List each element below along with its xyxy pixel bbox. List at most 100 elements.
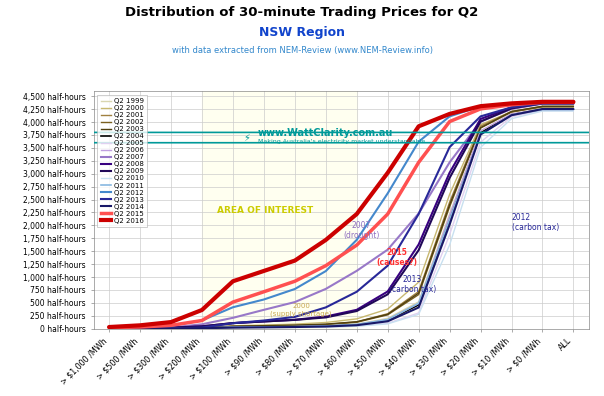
- Q2 2002: [198, 326, 205, 330]
- Q2 2000: [508, 109, 515, 114]
- Q2 2000: [446, 192, 453, 197]
- Q2 2001: [415, 289, 422, 294]
- Line: Q2 2010: Q2 2010: [109, 111, 573, 329]
- Q2 2003: [508, 109, 515, 114]
- Q2 2015: [260, 289, 268, 294]
- Q2 2014: [137, 326, 144, 331]
- Q2 1999: [291, 324, 298, 329]
- Q2 2010: [167, 326, 175, 331]
- Legend: Q2 1999, Q2 2000, Q2 2001, Q2 2002, Q2 2003, Q2 2004, Q2 2005, Q2 2006, Q2 2007,: Q2 1999, Q2 2000, Q2 2001, Q2 2002, Q2 2…: [97, 95, 147, 227]
- Q2 2011: [230, 325, 237, 329]
- Q2 2004: [291, 324, 298, 329]
- Q2 2012: [508, 101, 515, 106]
- Q2 2010: [230, 326, 237, 330]
- Q2 2005: [570, 108, 577, 113]
- Q2 2010: [137, 326, 144, 331]
- Q2 2008: [198, 324, 205, 329]
- Q2 2006: [167, 326, 175, 331]
- Q2 2016: [198, 308, 205, 312]
- Q2 2005: [137, 326, 144, 331]
- Q2 2000: [322, 320, 329, 325]
- Q2 2013: [539, 101, 546, 106]
- Q2 2009: [415, 248, 422, 253]
- Q2 2010: [570, 109, 577, 113]
- Q2 2007: [477, 119, 484, 124]
- Q2 2016: [384, 170, 391, 175]
- Q2 2015: [477, 107, 484, 111]
- Q2 2001: [570, 104, 577, 109]
- Q2 2002: [477, 126, 484, 130]
- Q2 2002: [539, 105, 546, 109]
- Q2 2016: [291, 258, 298, 263]
- Q2 2010: [106, 326, 113, 331]
- Q2 2004: [353, 323, 361, 327]
- Q2 2013: [570, 101, 577, 106]
- Q2 2012: [539, 100, 546, 105]
- Q2 2003: [539, 104, 546, 109]
- Q2 2008: [353, 307, 361, 312]
- Q2 2005: [106, 326, 113, 331]
- Q2 2000: [477, 122, 484, 127]
- Q2 2016: [322, 238, 329, 242]
- Q2 2012: [353, 238, 361, 242]
- Q2 2001: [508, 109, 515, 114]
- Q2 2002: [167, 326, 175, 331]
- Q2 2006: [384, 317, 391, 322]
- Q2 2012: [106, 326, 113, 331]
- Q2 2004: [415, 303, 422, 307]
- Q2 2000: [137, 326, 144, 331]
- Q2 2002: [570, 105, 577, 109]
- Q2 2000: [291, 322, 298, 327]
- Q2 2009: [106, 326, 113, 331]
- Q2 2009: [508, 106, 515, 111]
- Q2 2006: [291, 324, 298, 329]
- Q2 2014: [353, 323, 361, 327]
- Q2 2013: [230, 321, 237, 326]
- Text: 2012
(carbon tax): 2012 (carbon tax): [512, 213, 559, 232]
- Q2 2012: [230, 305, 237, 310]
- Q2 2001: [353, 320, 361, 324]
- Q2 2010: [322, 325, 329, 329]
- Q2 2011: [167, 326, 175, 331]
- Q2 2003: [384, 312, 391, 317]
- Line: Q2 2004: Q2 2004: [109, 110, 573, 329]
- Q2 2006: [230, 325, 237, 329]
- Line: Q2 2002: Q2 2002: [109, 107, 573, 329]
- Q2 2010: [260, 325, 268, 330]
- Q2 2007: [137, 326, 144, 331]
- Q2 2005: [446, 232, 453, 237]
- Q2 2014: [230, 325, 237, 330]
- Q2 2008: [446, 170, 453, 175]
- Q2 2008: [230, 321, 237, 326]
- Q2 2014: [106, 326, 113, 331]
- Q2 2014: [167, 326, 175, 331]
- Q2 2006: [539, 107, 546, 111]
- Q2 2009: [384, 292, 391, 297]
- Q2 2012: [137, 326, 144, 330]
- Q2 2009: [167, 326, 175, 330]
- Q2 2011: [508, 113, 515, 118]
- Q2 2006: [446, 213, 453, 218]
- Q2 2006: [570, 107, 577, 111]
- Q2 2004: [198, 326, 205, 331]
- Q2 2005: [198, 326, 205, 331]
- Q2 2002: [508, 110, 515, 114]
- Q2 2003: [570, 104, 577, 109]
- Q2 2002: [291, 323, 298, 328]
- Line: Q2 2015: Q2 2015: [109, 102, 573, 327]
- Q2 2004: [508, 112, 515, 117]
- Q2 2009: [322, 315, 329, 320]
- Q2 2008: [539, 101, 546, 105]
- Q2 2011: [477, 132, 484, 137]
- Q2 2004: [384, 318, 391, 322]
- Q2 1999: [384, 316, 391, 321]
- Text: Making Australia's electricity market understandable: Making Australia's electricity market un…: [258, 139, 425, 144]
- Q2 2005: [167, 326, 175, 331]
- Q2 2001: [291, 323, 298, 328]
- Q2 2009: [353, 308, 361, 313]
- Q2 2003: [137, 326, 144, 331]
- Q2 2013: [353, 289, 361, 294]
- Q2 1999: [106, 326, 113, 331]
- Q2 2016: [106, 325, 113, 329]
- Q2 1999: [260, 324, 268, 329]
